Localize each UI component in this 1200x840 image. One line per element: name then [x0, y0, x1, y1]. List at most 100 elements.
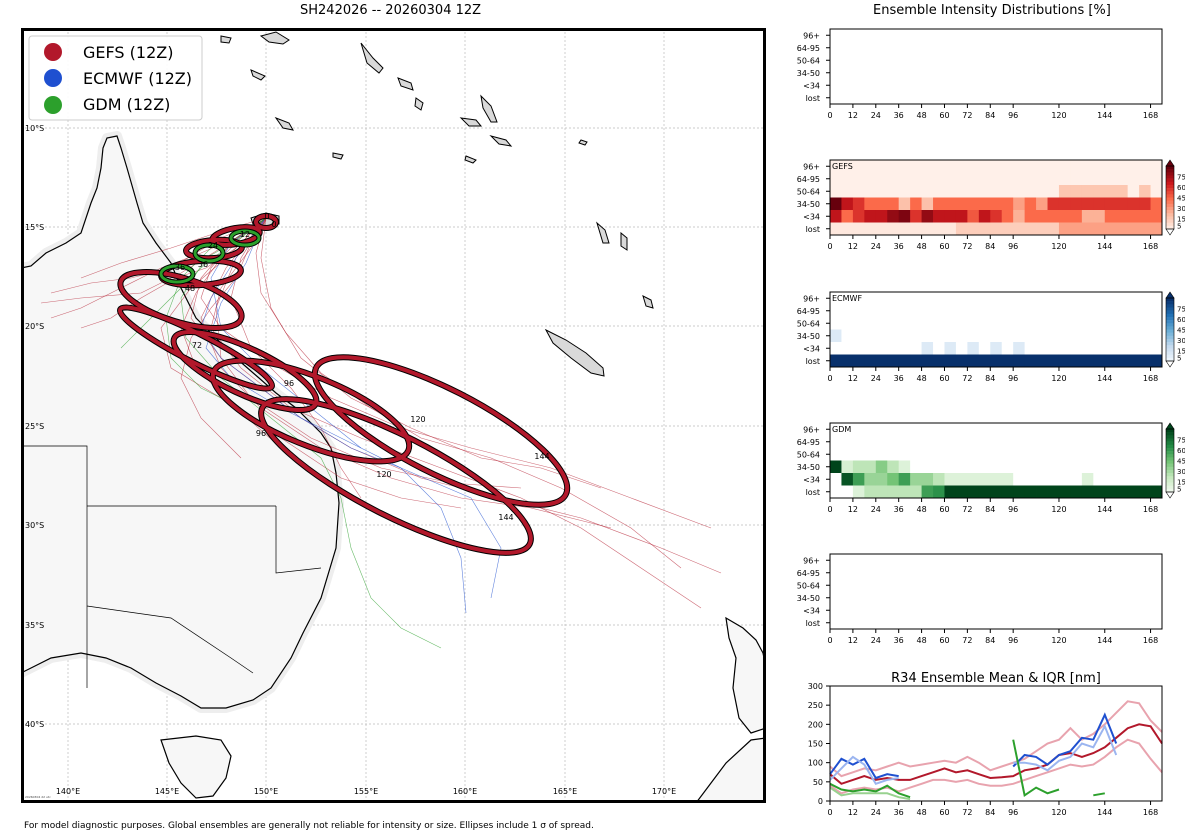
heatmap-cell — [990, 172, 1003, 186]
heatmap-cell — [967, 354, 980, 368]
heatmap-cell — [864, 185, 877, 198]
heatmap-cell — [875, 354, 888, 368]
heatmap-cell — [864, 342, 877, 355]
heatmap-cell — [1081, 185, 1094, 198]
heatmap-cell — [1047, 197, 1060, 211]
heatmap-cell — [1093, 448, 1106, 461]
heatmap-cell — [841, 435, 854, 449]
heatmap-cell — [1047, 172, 1060, 186]
heatmap-x-label: 36 — [894, 242, 904, 251]
heatmap-cell — [875, 342, 888, 355]
heatmap-row-label: 64-95 — [797, 569, 820, 578]
heatmap-cell — [1001, 354, 1014, 368]
heatmap-x-label: 168 — [1143, 374, 1158, 383]
heatmap-cell — [1081, 485, 1094, 499]
colorbar-tick-label: 60 — [1177, 316, 1185, 324]
heatmap-cell — [898, 448, 911, 461]
colorbar-segment — [1166, 181, 1174, 186]
ellipse-label-96: 96 — [284, 379, 294, 388]
heatmap-cell — [887, 460, 900, 474]
colorbar-tick-label: 75 — [1177, 174, 1185, 182]
track-map: 0 0 12 24 36 36 48 72 96 96 120 120 144 … — [21, 28, 766, 803]
heatmap-background — [830, 29, 1162, 104]
colorbar-segment — [1166, 469, 1174, 474]
heatmap-cell — [898, 292, 911, 305]
land-new-caledonia — [544, 328, 605, 377]
heatmap-cell — [898, 485, 911, 499]
heatmap-cell — [944, 222, 957, 236]
heatmap-cell — [1116, 317, 1129, 330]
colorbar-segment — [1166, 320, 1174, 324]
colorbar-segment — [1166, 351, 1174, 355]
r34-x-label: 72 — [962, 808, 972, 817]
heatmap-cell — [967, 172, 980, 186]
heatmap-cell — [1093, 460, 1106, 474]
heatmap-cell — [1070, 329, 1083, 343]
heatmap-cell — [1024, 473, 1037, 486]
heatmap-frame — [829, 291, 1163, 368]
heatmap-cell — [1093, 317, 1106, 330]
heatmap-cell — [990, 317, 1003, 330]
heatmap-cell — [1139, 160, 1151, 173]
heatmap-x-label: 72 — [962, 111, 972, 120]
heatmap-cell — [1013, 160, 1026, 173]
heatmap-cell — [1150, 210, 1163, 223]
heatmap-cell — [887, 197, 900, 211]
heatmap-cell — [1116, 329, 1129, 343]
heatmap-cell — [910, 448, 922, 461]
land-new-zealand-south — [695, 737, 766, 803]
heatmap-x-label: 48 — [916, 242, 926, 251]
colorbar-segment — [1166, 441, 1174, 446]
heatmap-cell — [978, 292, 991, 305]
colorbar-segment — [1166, 178, 1174, 183]
heatmap-cell — [978, 222, 991, 236]
heatmap-cell — [1081, 435, 1094, 449]
heatmap-cell — [841, 185, 854, 198]
heatmap-cell — [1024, 435, 1037, 449]
heatmap-cell — [944, 448, 957, 461]
colorbar-segment — [1166, 213, 1174, 217]
legend-gefs-marker — [44, 43, 62, 61]
heatmap-cell — [841, 423, 854, 436]
heatmap-cell — [1058, 160, 1071, 173]
heatmap-cell — [1024, 172, 1037, 186]
heatmap-cell — [1070, 292, 1083, 305]
heatmap-cell — [852, 485, 865, 499]
r34-x-label: 36 — [894, 808, 904, 817]
heatmap-cell — [1058, 448, 1071, 461]
heatmap-cell — [944, 317, 957, 330]
heatmap-x-label: 24 — [871, 636, 881, 645]
heatmap-cell — [841, 342, 854, 355]
heatmap-cell — [944, 485, 957, 499]
heatmap-cell — [1036, 423, 1048, 436]
heatmap-cell — [1116, 435, 1129, 449]
colorbar-segment — [1166, 463, 1174, 468]
heatmap-cell — [1070, 172, 1083, 186]
heatmap-cell — [967, 329, 980, 343]
heatmap-cell — [1070, 317, 1083, 330]
heatmap-cell — [1036, 342, 1048, 355]
heatmap-cell — [944, 172, 957, 186]
heatmap-cell — [1150, 304, 1163, 318]
heatmap-cell — [1116, 185, 1129, 198]
lon-label-140e: 140°E — [56, 787, 80, 796]
heatmap-cell — [933, 160, 945, 173]
heatmap-cell — [1104, 222, 1117, 236]
ellipse-label-144b: 144 — [498, 513, 513, 522]
heatmap-cell — [1001, 222, 1014, 236]
heatmap-cell — [1127, 448, 1140, 461]
heatmap-cell — [1093, 354, 1106, 368]
heatmap-cell — [967, 185, 980, 198]
heatmap-cell — [955, 197, 968, 211]
heatmap-cell — [933, 317, 945, 330]
heatmap-cell — [967, 485, 980, 499]
heatmap-cell — [1150, 222, 1163, 236]
r34-series-line — [829, 757, 899, 780]
heatmap-cell — [967, 292, 980, 305]
heatmap-cell — [1127, 354, 1140, 368]
heatmap-cell — [990, 160, 1003, 173]
heatmap-cell — [990, 197, 1003, 211]
ellipse-label-12: 12 — [240, 230, 250, 239]
heatmap-x-label: 120 — [1051, 242, 1066, 251]
heatmap-x-label: 120 — [1051, 111, 1066, 120]
